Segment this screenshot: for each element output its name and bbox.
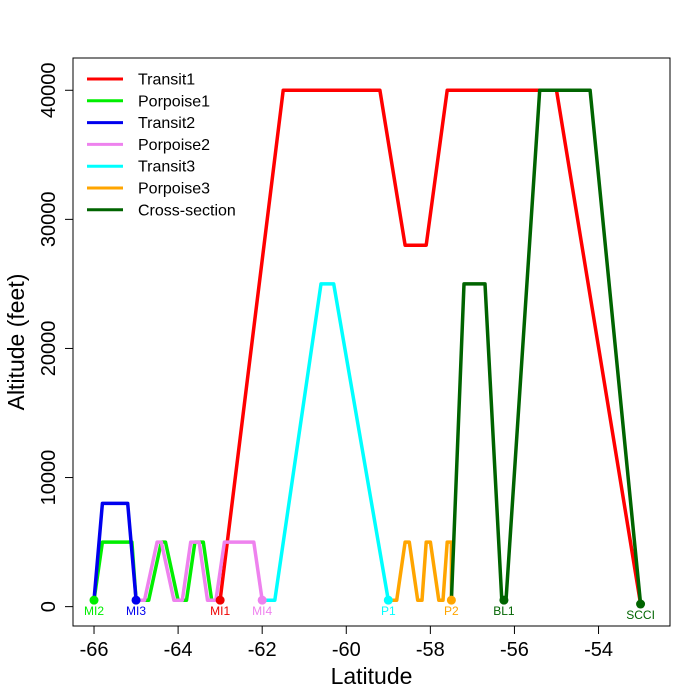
waypoint-label-bl1: BL1 — [493, 604, 515, 618]
legend-label-cross-section: Cross-section — [138, 202, 236, 219]
x-tick-label: -56 — [500, 639, 529, 661]
x-tick-label: -64 — [164, 639, 193, 661]
waypoint-marker-p1 — [383, 595, 393, 605]
legend: Transit1 Porpoise1 Transit2 Porpoise2 Transi… — [87, 72, 236, 219]
waypoint-marker-bl1 — [499, 595, 509, 605]
x-axis-title: Latitude — [331, 663, 413, 689]
legend-label-transit3: Transit3 — [138, 159, 195, 176]
y-tick-label: 40000 — [38, 62, 60, 118]
waypoint-layer: MI2 MI3 MI1 MI4 P1 P2 BL1 SCCI — [84, 595, 655, 622]
waypoint-label-mi3: MI3 — [126, 604, 146, 618]
x-tick-label: -66 — [80, 639, 109, 661]
x-tick-label: -54 — [584, 639, 613, 661]
waypoint-marker-mi1 — [215, 595, 225, 605]
series-line-transit3 — [262, 282, 391, 602]
series-line-porpoise3 — [388, 540, 454, 602]
waypoint-marker-mi3 — [131, 595, 141, 605]
waypoint-marker-mi2 — [89, 595, 99, 605]
legend-label-porpoise1: Porpoise1 — [138, 93, 210, 110]
y-tick-label: 0 — [38, 601, 60, 612]
series-line-transit2 — [92, 501, 138, 601]
waypoint-label-mi4: MI4 — [252, 604, 272, 618]
x-tick-label: -60 — [332, 639, 361, 661]
waypoint-marker-scci — [636, 599, 646, 609]
legend-label-transit2: Transit2 — [138, 115, 195, 132]
y-tick-label: 30000 — [38, 192, 60, 248]
waypoint-marker-mi4 — [257, 595, 267, 605]
series-line-porpoise2 — [136, 540, 264, 602]
legend-label-porpoise3: Porpoise3 — [138, 181, 210, 198]
y-tick-label: 20000 — [38, 321, 60, 377]
legend-label-transit1: Transit1 — [138, 72, 195, 89]
x-tick-label: -58 — [416, 639, 445, 661]
waypoint-label-mi2: MI2 — [84, 604, 104, 618]
axis-layer: -66 -64 -62 -60 -58 -56 -54 0 10000 20000 30000 400… — [38, 62, 613, 661]
waypoint-label-p1: P1 — [381, 604, 396, 618]
waypoint-marker-p2 — [446, 595, 456, 605]
y-tick-label: 10000 — [38, 450, 60, 506]
waypoint-label-mi1: MI1 — [210, 604, 230, 618]
waypoint-label-p2: P2 — [444, 604, 459, 618]
legend-label-porpoise2: Porpoise2 — [138, 137, 210, 154]
waypoint-label-scci: SCCI — [626, 608, 655, 622]
x-tick-label: -62 — [248, 639, 277, 661]
y-axis-title: Altitude (feet) — [3, 274, 29, 411]
